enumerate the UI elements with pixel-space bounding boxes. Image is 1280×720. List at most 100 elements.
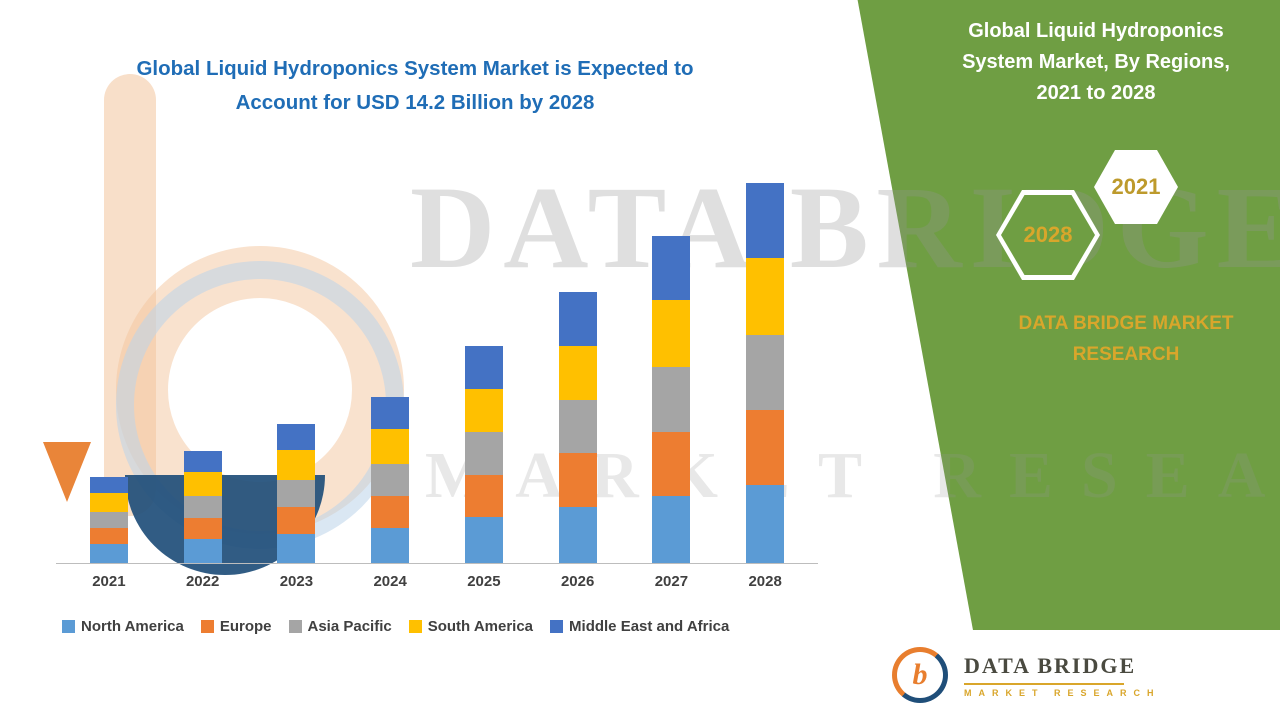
- legend-swatch: [200, 620, 214, 633]
- bar-segment: [371, 528, 410, 563]
- bar-column: [718, 163, 812, 563]
- bar-column: [62, 163, 156, 563]
- bar-segment: [371, 429, 410, 464]
- legend-item: Middle East and Africa: [550, 618, 729, 635]
- bar-segment: [277, 506, 316, 534]
- side-panel-title: Global Liquid Hydroponics System Market,…: [928, 16, 1264, 109]
- bar-segment: [89, 477, 128, 494]
- legend-item: South America: [408, 618, 534, 635]
- bar-segment: [89, 528, 128, 545]
- x-axis-label: 2025: [467, 573, 501, 590]
- bar-segment: [746, 410, 785, 486]
- brand-text-line1: DATA BRIDGE MARKET: [1018, 313, 1234, 334]
- bar-segment: [89, 544, 128, 563]
- legend-label: Middle East and Africa: [569, 618, 730, 635]
- bar-segment: [371, 463, 410, 497]
- bar-segment: [89, 512, 128, 529]
- stacked-bar-chart: [62, 163, 812, 563]
- bar-segment: [652, 236, 691, 301]
- x-axis-label: 2024: [373, 573, 407, 590]
- bar-column: [156, 163, 250, 563]
- bar-segment: [371, 496, 410, 529]
- bar-stack-2028: [746, 182, 785, 563]
- bar-segment: [558, 399, 597, 454]
- bar-segment: [652, 300, 691, 368]
- legend-swatch: [550, 620, 564, 633]
- bar-segment: [371, 396, 410, 430]
- bar-column: [343, 163, 437, 563]
- legend-label: North America: [81, 618, 184, 635]
- bar-stack-2025: [464, 345, 503, 563]
- bar-segment: [746, 182, 785, 258]
- bar-stack-2023: [277, 423, 316, 563]
- x-axis-label: 2023: [279, 573, 314, 590]
- logo: b DATA BRIDGE MARKET RESEARCH: [868, 630, 1280, 720]
- bar-segment: [277, 479, 316, 507]
- legend-item: North America: [62, 618, 184, 635]
- watermark-logo: [43, 74, 404, 576]
- bar-column: [250, 163, 344, 563]
- bar-segment: [183, 472, 222, 497]
- bar-segment: [277, 533, 316, 563]
- side-panel-title-line2: System Market, By Regions,: [962, 51, 1230, 73]
- x-axis-label: 2026: [560, 573, 595, 590]
- bar-stack-2026: [558, 292, 597, 563]
- bar-column: [625, 163, 719, 563]
- bar-segment: [183, 450, 222, 473]
- logo-subtext: MARKET RESEARCH: [964, 687, 1161, 698]
- chart-title-line1: Global Liquid Hydroponics System Market …: [136, 57, 694, 80]
- bar-segment: [652, 367, 691, 432]
- hexagon-year-2028: 2028: [996, 190, 1100, 280]
- bar-segment: [464, 431, 503, 475]
- chart-title-line2: Account for USD 14.2 Billion by 2028: [235, 90, 595, 114]
- bar-stack-2024: [371, 396, 410, 563]
- x-axis-line: [56, 563, 818, 564]
- bar-segment: [277, 423, 316, 451]
- side-panel-title-line1: Global Liquid Hydroponics: [968, 20, 1224, 42]
- bar-segment: [183, 538, 222, 563]
- bar-segment: [464, 345, 503, 389]
- logo-text: DATA BRIDGE MARKET RESEARCH: [964, 653, 1161, 698]
- bar-segment: [746, 335, 785, 411]
- chart-legend: North America Europe Asia Pacific South Ame…: [62, 618, 842, 635]
- bar-segment: [464, 388, 503, 432]
- chart-title: Global Liquid Hydroponics System Market …: [80, 52, 750, 120]
- bar-segment: [464, 474, 503, 518]
- logo-name: DATA BRIDGE: [964, 652, 1137, 678]
- bar-segment: [558, 506, 597, 563]
- bar-segment: [183, 496, 222, 518]
- bar-segment: [464, 517, 503, 563]
- legend-item: Asia Pacific: [288, 618, 392, 635]
- x-axis-label: 2022: [185, 573, 220, 590]
- bar-stack-2021: [89, 477, 128, 563]
- bar-column: [531, 163, 625, 563]
- bar-stack-2022: [183, 450, 222, 563]
- bar-segment: [652, 431, 691, 496]
- bar-segment: [558, 453, 597, 507]
- legend-label: South America: [427, 618, 534, 635]
- bar-segment: [89, 493, 128, 513]
- bar-column: [437, 163, 531, 563]
- x-axis-label: 2021: [92, 573, 126, 590]
- bar-segment: [183, 517, 222, 539]
- bar-stack-2027: [652, 236, 691, 563]
- bar-segment: [558, 292, 597, 346]
- bar-segment: [277, 450, 316, 480]
- logo-monogram: b: [897, 652, 943, 698]
- bar-segment: [746, 485, 785, 563]
- legend-swatch: [408, 620, 422, 633]
- legend-swatch: [62, 620, 75, 633]
- brand-text-line2: RESEARCH: [1072, 344, 1180, 366]
- hexagon-year-2021-label: 2021: [1099, 155, 1173, 219]
- legend-item: Europe: [200, 618, 272, 635]
- bar-segment: [746, 257, 785, 336]
- legend-swatch: [288, 620, 302, 633]
- x-axis-label: 2028: [748, 573, 782, 590]
- x-axis-label: 2027: [654, 573, 689, 590]
- legend-label: Asia Pacific: [307, 618, 392, 635]
- side-panel-title-line3: 2021 to 2028: [1036, 82, 1156, 104]
- brand-text: DATA BRIDGE MARKET RESEARCH: [968, 308, 1280, 371]
- bar-segment: [652, 496, 691, 563]
- x-axis-labels: 2021 2022 2023 2024 2025 2026 2027 2028: [62, 573, 812, 590]
